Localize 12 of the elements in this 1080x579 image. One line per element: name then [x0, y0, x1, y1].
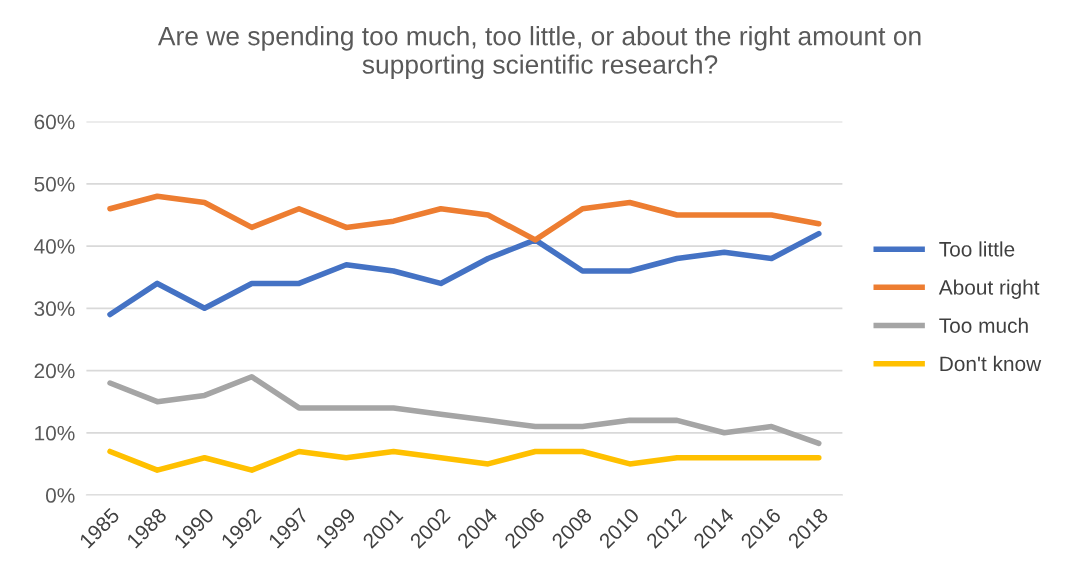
- legend-label: Don't know: [940, 355, 1042, 372]
- y-tick-label: 50%: [34, 176, 75, 192]
- legend-label: Too little: [939, 241, 1015, 257]
- y-tick-label: 10%: [35, 425, 75, 441]
- y-tick-label: 0%: [45, 488, 75, 503]
- chart-title: Are we spending too much, too little, or about the right amount on supporting scientific research?: [157, 26, 921, 80]
- y-tick-label: 60%: [34, 114, 75, 130]
- legend-label: Too much: [939, 317, 1028, 333]
- y-tick-label: 20%: [34, 363, 75, 379]
- y-tick-label: 40%: [34, 239, 75, 254]
- y-tick-label: 30%: [34, 301, 75, 317]
- legend-label: About right: [938, 279, 1040, 299]
